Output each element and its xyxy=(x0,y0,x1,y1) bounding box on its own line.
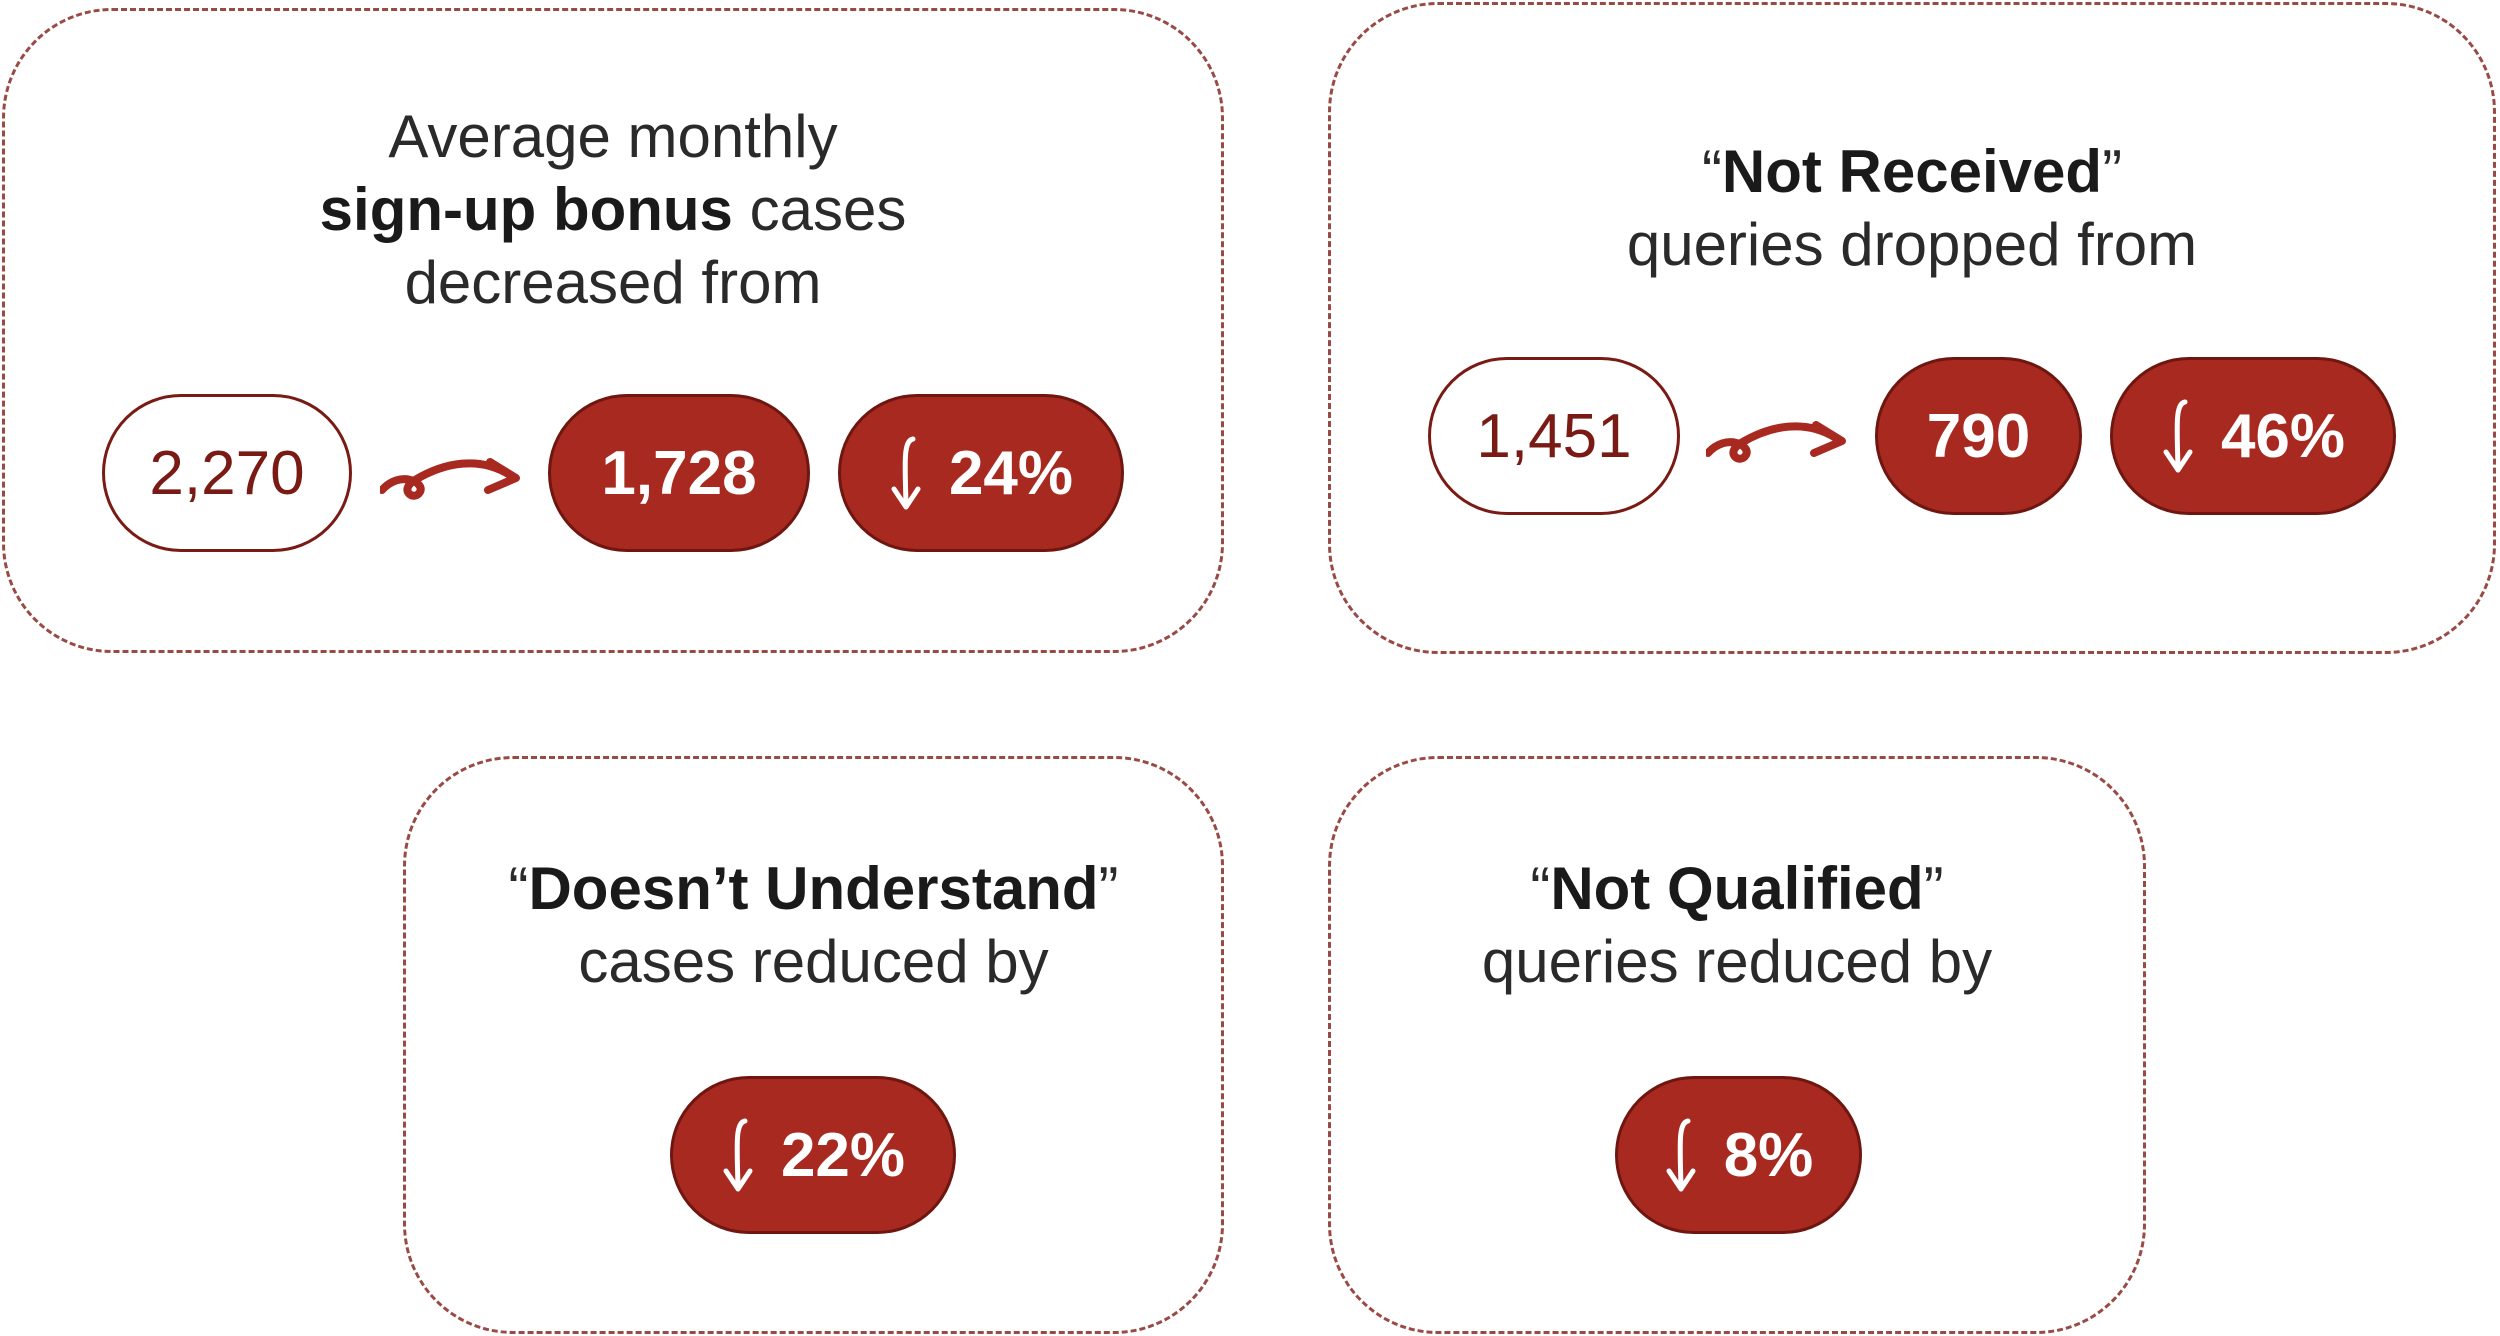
heading-line: “Not Received” xyxy=(1328,135,2496,208)
change-value: 22% xyxy=(780,1120,906,1190)
from-value: 1,451 xyxy=(1428,357,1680,515)
to-value: 1,728 xyxy=(548,394,810,552)
change-pill: 8% xyxy=(1615,1076,1862,1234)
heading-text: decreased from xyxy=(404,249,822,316)
heading-line: sign-up bonus cases xyxy=(2,173,1224,246)
curl-arrow xyxy=(1706,421,1846,463)
heading-text: ” xyxy=(1923,855,1944,922)
heading-text: “ xyxy=(1530,855,1551,922)
change-pill: 24% xyxy=(838,394,1124,552)
to-value: 790 xyxy=(1875,357,2082,515)
card xyxy=(1328,2,2496,654)
heading-text: Average monthly xyxy=(388,103,838,170)
heading-text: ” xyxy=(1098,855,1119,922)
curl-arrow xyxy=(380,458,520,500)
from-value: 2,270 xyxy=(102,394,352,552)
card-heading: “Doesn’t Understand” cases reduced by xyxy=(403,852,1224,998)
heading-emphasis: Doesn’t Understand xyxy=(528,855,1099,922)
change-pill: 22% xyxy=(670,1076,956,1234)
heading-line: “Doesn’t Understand” xyxy=(403,852,1224,925)
heading-text: “ xyxy=(508,855,529,922)
heading-text: cases xyxy=(732,176,907,243)
heading-line: cases reduced by xyxy=(403,925,1224,998)
heading-line: queries dropped from xyxy=(1328,208,2496,281)
heading-line: decreased from xyxy=(2,246,1224,319)
heading-text: queries reduced by xyxy=(1481,928,1993,995)
heading-line: “Not Qualified” xyxy=(1328,852,2146,925)
change-value: 46% xyxy=(2220,401,2346,471)
card-heading: Average monthly sign-up bonus cases decrea… xyxy=(2,100,1224,319)
change-value: 8% xyxy=(1723,1120,1814,1190)
heading-text: cases reduced by xyxy=(578,928,1049,995)
heading-text: “ xyxy=(1701,138,1722,205)
change-pill: 46% xyxy=(2110,357,2396,515)
down-arrow-icon xyxy=(2163,399,2193,473)
heading-emphasis: Not Received xyxy=(1721,138,2103,205)
heading-text: queries dropped from xyxy=(1626,211,2198,278)
card xyxy=(2,8,1224,653)
card xyxy=(1328,756,2146,1334)
heading-emphasis: sign-up bonus xyxy=(319,176,733,243)
change-value: 24% xyxy=(948,438,1074,508)
down-arrow-icon xyxy=(1666,1118,1696,1192)
down-arrow-icon xyxy=(723,1118,753,1192)
card xyxy=(403,756,1224,1334)
down-arrow-icon xyxy=(891,436,921,510)
heading-line: Average monthly xyxy=(2,100,1224,173)
heading-emphasis: Not Qualified xyxy=(1550,855,1924,922)
heading-text: ” xyxy=(2102,138,2123,205)
card-heading: “Not Received” queries dropped from xyxy=(1328,135,2496,281)
card-heading: “Not Qualified” queries reduced by xyxy=(1328,852,2146,998)
heading-line: queries reduced by xyxy=(1328,925,2146,998)
